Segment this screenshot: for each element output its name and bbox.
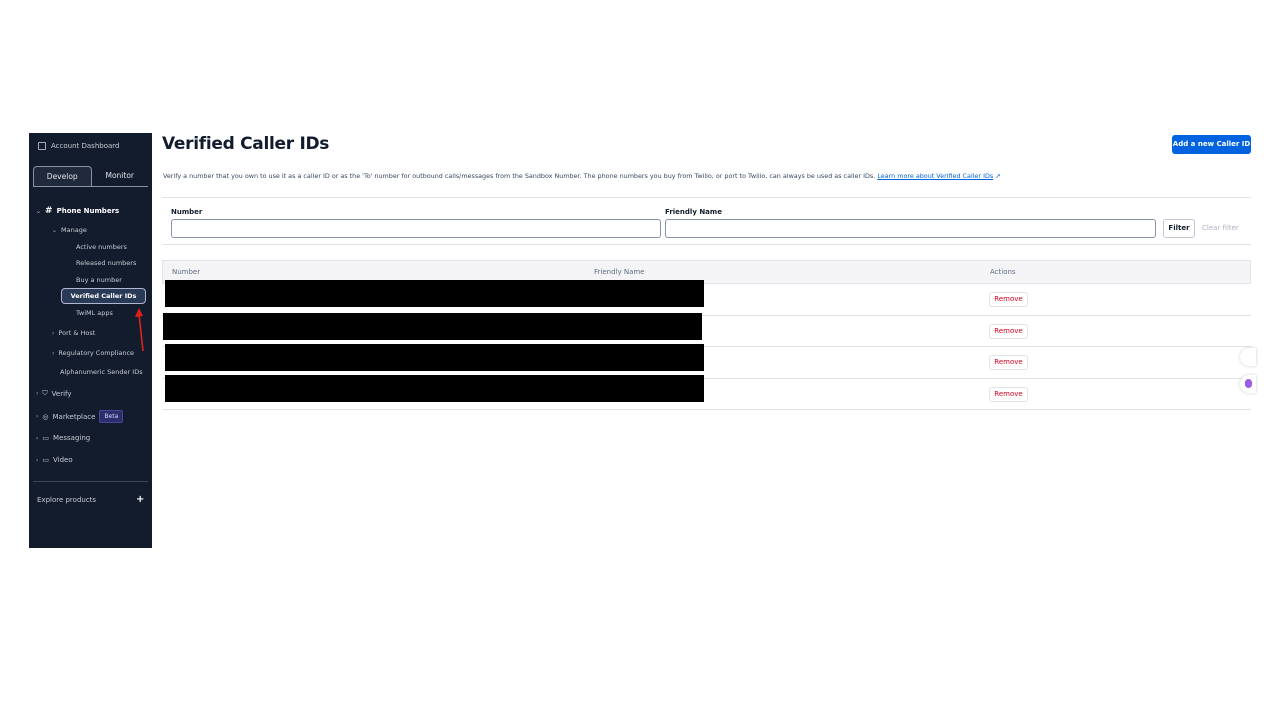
- manage-label: Manage: [61, 226, 87, 234]
- chevron-right-icon: ›: [52, 329, 55, 337]
- chevron-right-icon: ›: [36, 434, 39, 442]
- sidebar-item-regulatory-compliance[interactable]: › Regulatory Compliance: [52, 349, 134, 357]
- sidebar-item-released-numbers[interactable]: Released numbers: [76, 259, 137, 267]
- external-link-icon: ↗: [995, 172, 1001, 180]
- video-icon: ▭: [42, 456, 50, 464]
- sidebar: Account Dashboard Develop Monitor ⌄ # Phon…: [29, 133, 152, 548]
- sidebar-item-verified-caller-ids[interactable]: Verified Caller IDs: [61, 288, 146, 304]
- column-friendly-name: Friendly Name: [594, 268, 645, 276]
- chat-icon: ▭: [42, 434, 50, 442]
- feedback-widget-icon[interactable]: [1240, 348, 1256, 366]
- redacted-block: [165, 280, 704, 307]
- sidebar-item-verify[interactable]: › ⛉ Verify: [36, 389, 72, 398]
- video-label: Video: [53, 456, 73, 464]
- caller-ids-table: Number Friendly Name Actions Remove Remo…: [162, 260, 1251, 410]
- sidebar-item-manage[interactable]: ⌄ Manage: [52, 226, 87, 234]
- shield-check-icon: ⛉: [42, 389, 48, 397]
- chevron-down-icon: ⌄: [36, 207, 42, 215]
- sidebar-item-video[interactable]: › ▭ Video: [36, 456, 73, 464]
- sidebar-item-messaging[interactable]: › ▭ Messaging: [36, 434, 90, 442]
- redacted-block: [163, 312, 702, 340]
- redacted-block: [165, 374, 704, 402]
- table-row: Remove: [162, 312, 1251, 347]
- account-dashboard-label: Account Dashboard: [51, 142, 120, 150]
- sidebar-tabs: Develop Monitor: [33, 166, 148, 187]
- remove-button[interactable]: Remove: [989, 323, 1028, 339]
- table-row: Remove: [162, 344, 1251, 379]
- sidebar-item-twiml-apps[interactable]: TwiML apps: [76, 309, 113, 317]
- remove-button[interactable]: Remove: [989, 386, 1028, 402]
- plus-icon[interactable]: +: [136, 494, 145, 505]
- add-caller-id-button[interactable]: Add a new Caller ID: [1172, 135, 1251, 154]
- red-arrow-annotation: [135, 308, 144, 352]
- chevron-right-icon: ›: [52, 349, 55, 357]
- page-description: Verify a number that you own to use it a…: [163, 172, 1001, 180]
- sidebar-item-marketplace[interactable]: › ◎ Marketplace Beta: [36, 410, 124, 423]
- regulatory-label: Regulatory Compliance: [58, 349, 135, 357]
- marketplace-label: Marketplace: [52, 412, 96, 421]
- number-filter-label: Number: [171, 208, 203, 216]
- remove-button[interactable]: Remove: [989, 292, 1028, 307]
- dashboard-icon: [38, 142, 46, 150]
- number-filter-input[interactable]: [171, 219, 661, 238]
- explore-products-label: Explore products: [37, 496, 97, 504]
- table-row: Remove: [162, 374, 1251, 410]
- beta-badge: Beta: [99, 410, 124, 423]
- chevron-right-icon: ›: [36, 390, 39, 397]
- filter-button[interactable]: Filter: [1163, 219, 1195, 238]
- clear-filter-button[interactable]: Clear filter: [1202, 224, 1239, 232]
- description-text: Verify a number that you own to use it a…: [163, 172, 876, 180]
- chevron-right-icon: ›: [36, 456, 39, 464]
- sidebar-item-active-numbers[interactable]: Active numbers: [76, 243, 127, 251]
- friendly-name-filter-label: Friendly Name: [665, 208, 722, 216]
- table-row: Remove: [162, 280, 1251, 316]
- chevron-right-icon: ›: [36, 413, 39, 420]
- friendly-name-filter-input[interactable]: [665, 219, 1156, 238]
- assistant-orb-icon: [1245, 379, 1252, 388]
- marketplace-icon: ◎: [42, 412, 49, 421]
- tab-monitor[interactable]: Monitor: [105, 171, 134, 180]
- phone-numbers-label: Phone Numbers: [56, 207, 120, 215]
- remove-button[interactable]: Remove: [989, 355, 1028, 370]
- sidebar-item-buy-a-number[interactable]: Buy a number: [76, 276, 122, 284]
- redacted-block: [165, 344, 704, 371]
- column-actions: Actions: [990, 268, 1016, 276]
- tab-develop[interactable]: Develop: [33, 166, 92, 186]
- assistant-widget-icon[interactable]: [1240, 375, 1256, 393]
- filter-panel: Number Friendly Name Filter Clear filter: [162, 197, 1251, 245]
- hash-icon: #: [45, 206, 53, 216]
- column-number: Number: [172, 268, 201, 276]
- port-host-label: Port & Host: [58, 329, 96, 337]
- sidebar-item-port-host[interactable]: › Port & Host: [52, 329, 95, 337]
- sidebar-item-alphanumeric[interactable]: Alphanumeric Sender IDs: [60, 368, 143, 376]
- sidebar-item-phone-numbers[interactable]: ⌄ # Phone Numbers: [36, 206, 119, 216]
- messaging-label: Messaging: [53, 434, 91, 442]
- page-title: Verified Caller IDs: [162, 134, 330, 154]
- learn-more-link[interactable]: Learn more about Verified Caller IDs: [877, 172, 994, 180]
- sidebar-item-account-dashboard[interactable]: Account Dashboard: [38, 142, 119, 150]
- verify-label: Verify: [51, 389, 72, 398]
- sidebar-divider: [33, 481, 148, 482]
- chevron-down-icon: ⌄: [52, 226, 58, 234]
